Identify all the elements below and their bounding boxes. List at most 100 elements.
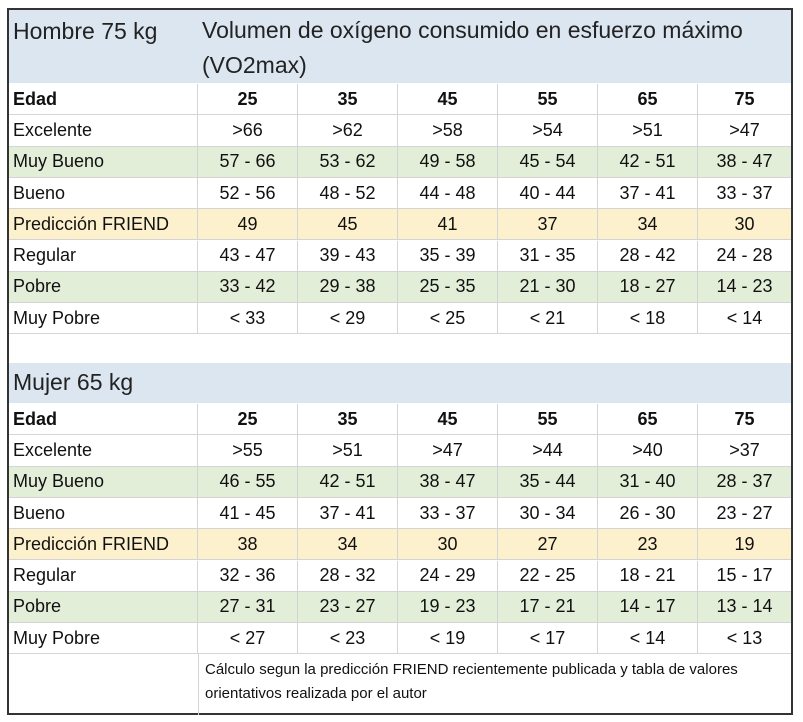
- value-cell: >44: [498, 435, 598, 466]
- value-cell: 38: [198, 529, 298, 560]
- row-label: Excelente: [9, 115, 198, 146]
- value-cell: 15 - 17: [716, 565, 773, 586]
- row-label: Muy Bueno: [9, 146, 198, 177]
- age-header-cell: 35: [298, 404, 398, 435]
- value-cell: < 29: [298, 303, 398, 334]
- value-cell: 35 - 39: [398, 240, 498, 271]
- value-cell: 29 - 38: [298, 271, 398, 303]
- value-cell: 27 - 31: [198, 591, 298, 623]
- age-header-row: Edad 25 35 45 55 65 75: [9, 404, 791, 436]
- value-cell: 23: [598, 529, 698, 560]
- age-header-cell: 45: [398, 404, 498, 435]
- men-header-row: Hombre 75 kg Volumen de oxígeno consumid…: [9, 10, 791, 83]
- value-cell: >58: [398, 115, 498, 146]
- row-label: Pobre: [9, 271, 198, 303]
- value-cell: 23 - 27: [716, 502, 773, 523]
- row-label: Regular: [9, 560, 198, 591]
- value-cell: 24 - 28: [716, 245, 773, 266]
- table-row: Excelente >55 >51 >47 >44 >40 >37: [9, 435, 791, 467]
- value-cell: 53 - 62: [298, 146, 398, 177]
- value-cell: 57 - 66: [198, 146, 298, 177]
- row-label: Regular: [9, 240, 198, 271]
- vo2max-table: Hombre 75 kg Volumen de oxígeno consumid…: [7, 8, 793, 715]
- value-cell: 18 - 27: [598, 271, 698, 303]
- table-row: Predicción FRIEND 38 34 30 27 23 19: [9, 529, 791, 561]
- value-cell: < 17: [498, 623, 598, 654]
- value-cell: 25 - 35: [398, 271, 498, 303]
- value-cell: >51: [298, 435, 398, 466]
- value-cell: < 33: [198, 303, 298, 334]
- age-header-cell: 45: [398, 84, 498, 115]
- value-cell: >40: [598, 435, 698, 466]
- value-cell: 37: [498, 209, 598, 240]
- value-cell: 40 - 44: [498, 177, 598, 209]
- value-cell: >54: [498, 115, 598, 146]
- value-cell: 49: [198, 209, 298, 240]
- value-cell: 24 - 29: [398, 560, 498, 591]
- value-cell: 38 - 47: [716, 151, 773, 172]
- age-header-cell: 25: [198, 84, 298, 115]
- women-heading: Mujer 65 kg: [13, 369, 134, 395]
- value-cell: 19 - 23: [398, 591, 498, 623]
- value-cell: 31 - 40: [598, 466, 698, 497]
- age-header-cell: 55: [498, 84, 598, 115]
- value-cell: 48 - 52: [298, 177, 398, 209]
- value-cell: >37: [729, 439, 760, 460]
- value-cell: 33 - 42: [198, 271, 298, 303]
- value-cell: 34: [298, 529, 398, 560]
- value-cell: 26 - 30: [598, 497, 698, 529]
- value-cell: 39 - 43: [298, 240, 398, 271]
- table-row: Regular 32 - 36 28 - 32 24 - 29 22 - 25 18 - …: [9, 560, 791, 592]
- value-cell: < 21: [498, 303, 598, 334]
- value-cell: 30: [734, 213, 755, 234]
- women-header-row: Mujer 65 kg: [9, 363, 791, 403]
- value-cell: < 25: [398, 303, 498, 334]
- row-label: Muy Pobre: [9, 623, 198, 654]
- value-cell: 43 - 47: [198, 240, 298, 271]
- value-cell: 28 - 32: [298, 560, 398, 591]
- age-header-cell: 55: [498, 404, 598, 435]
- row-label: Bueno: [9, 497, 198, 529]
- value-cell: 31 - 35: [498, 240, 598, 271]
- age-header-cell: 65: [598, 84, 698, 115]
- table-row: Pobre 33 - 42 29 - 38 25 - 35 21 - 30 18 - 27…: [9, 271, 791, 304]
- table-title: Volumen de oxígeno consumido en esfuerzo…: [202, 17, 743, 78]
- value-cell: < 19: [398, 623, 498, 654]
- row-label: Excelente: [9, 435, 198, 466]
- value-cell: < 23: [298, 623, 398, 654]
- row-label: Bueno: [9, 177, 198, 209]
- value-cell: 38 - 47: [398, 466, 498, 497]
- row-label: Edad: [9, 84, 198, 115]
- value-cell: 52 - 56: [198, 177, 298, 209]
- value-cell: >47: [398, 435, 498, 466]
- value-cell: 13 - 14: [716, 596, 773, 617]
- table-row: Bueno 52 - 56 48 - 52 44 - 48 40 - 44 37 - 41…: [9, 177, 791, 210]
- table-row: Predicción FRIEND 49 45 41 37 34 30: [9, 209, 791, 241]
- value-cell: >66: [198, 115, 298, 146]
- value-cell: 37 - 41: [598, 177, 698, 209]
- value-cell: 22 - 25: [498, 560, 598, 591]
- value-cell: 44 - 48: [398, 177, 498, 209]
- value-cell: 27: [498, 529, 598, 560]
- table-row: Muy Pobre < 33 < 29 < 25 < 21 < 18 < 14: [9, 303, 791, 335]
- footnote: Cálculo segun la predicción FRIEND recie…: [198, 654, 791, 715]
- value-cell: 19: [734, 533, 755, 554]
- value-cell: 33 - 37: [716, 182, 773, 203]
- row-label: Pobre: [9, 591, 198, 623]
- value-cell: >47: [729, 119, 760, 140]
- value-cell: < 14: [726, 307, 763, 328]
- row-label: Predicción FRIEND: [9, 529, 198, 560]
- table-row: Muy Pobre < 27 < 23 < 19 < 17 < 14 < 13: [9, 623, 791, 655]
- age-header-cell: 65: [598, 404, 698, 435]
- men-heading: Hombre 75 kg: [13, 18, 158, 44]
- table-row: Pobre 27 - 31 23 - 27 19 - 23 17 - 21 14 - 17…: [9, 591, 791, 624]
- value-cell: 37 - 41: [298, 497, 398, 529]
- age-header-cell: 25: [198, 404, 298, 435]
- value-cell: 42 - 51: [598, 146, 698, 177]
- row-label: Edad: [9, 404, 198, 435]
- value-cell: 30: [398, 529, 498, 560]
- value-cell: 14 - 23: [716, 276, 773, 297]
- age-header-cell: 75: [734, 88, 755, 109]
- table-row: Muy Bueno 57 - 66 53 - 62 49 - 58 45 - 54 42 …: [9, 146, 791, 178]
- value-cell: >62: [298, 115, 398, 146]
